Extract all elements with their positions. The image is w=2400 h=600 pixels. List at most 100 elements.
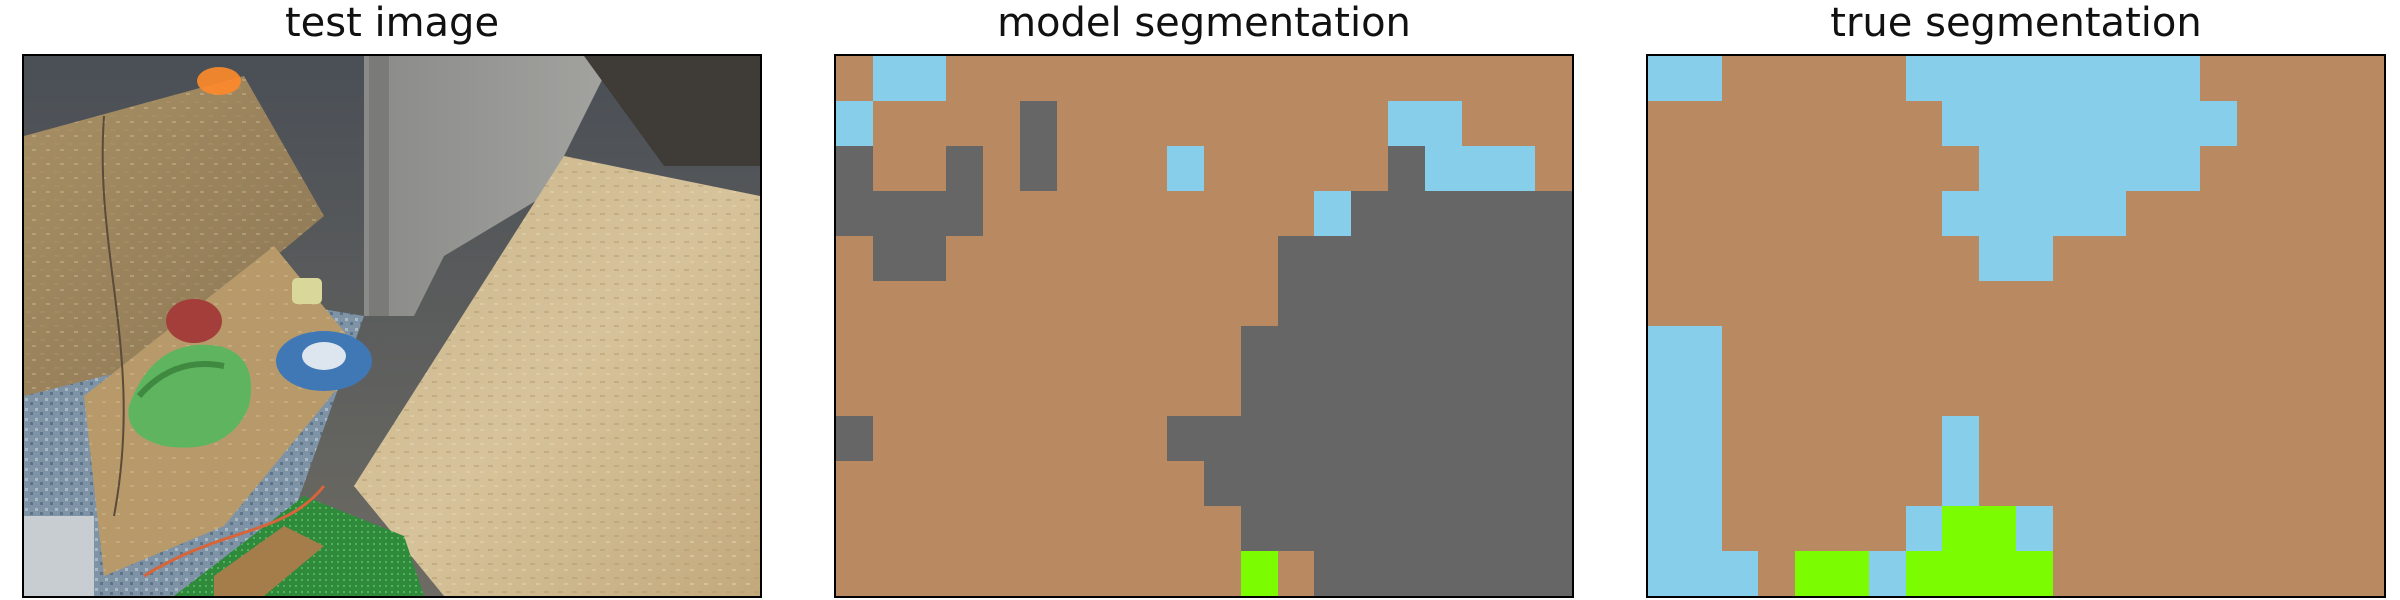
mask-cell xyxy=(1461,236,1499,282)
mask-cell xyxy=(1795,146,1833,192)
mask-cell xyxy=(983,281,1021,327)
mask-cell xyxy=(872,281,911,327)
mask-cell xyxy=(1795,371,1833,417)
mask-cell xyxy=(1648,56,1686,102)
mask-cell xyxy=(1020,281,1058,327)
mask-cell xyxy=(1795,101,1833,147)
mask-cell xyxy=(1461,371,1499,417)
mask-cell xyxy=(1942,281,1980,327)
mask-cell xyxy=(1167,236,1205,282)
mask-cell xyxy=(1979,101,2017,147)
mask-cell xyxy=(1093,551,1131,596)
mask-cell xyxy=(1240,281,1279,327)
mask-cell xyxy=(2126,56,2164,102)
mask-cell xyxy=(1093,371,1131,417)
mask-cell xyxy=(1314,416,1352,462)
mask-cell xyxy=(836,371,874,417)
mask-cell xyxy=(1535,101,1572,147)
mask-cell xyxy=(983,551,1021,596)
mask-cell xyxy=(1204,326,1242,372)
mask-cell xyxy=(1868,236,1907,282)
mask-cell xyxy=(1314,371,1352,417)
mask-cell xyxy=(2200,371,2238,417)
mask-cell xyxy=(909,146,947,192)
mask-cell xyxy=(1277,236,1315,282)
mask-cell xyxy=(1056,506,1095,552)
test-image-panel: test image xyxy=(22,0,762,600)
mask-cell xyxy=(2089,506,2127,552)
mask-cell xyxy=(1240,326,1279,372)
mask-cell xyxy=(1905,146,1943,192)
mask-cell xyxy=(1535,236,1572,282)
mask-cell xyxy=(1277,506,1315,552)
mask-cell xyxy=(983,416,1021,462)
mask-cell xyxy=(1795,281,1833,327)
mask-cell xyxy=(1498,146,1536,192)
mask-cell xyxy=(1979,371,2017,417)
mask-cell xyxy=(909,461,947,507)
mask-cell xyxy=(1684,236,1723,282)
mask-cell xyxy=(1684,326,1723,372)
mask-cell xyxy=(1351,461,1389,507)
mask-cell xyxy=(1979,461,2017,507)
mask-cell xyxy=(1020,551,1058,596)
mask-cell xyxy=(872,56,911,102)
mask-cell xyxy=(1277,326,1315,372)
mask-cell xyxy=(1498,236,1536,282)
mask-cell xyxy=(1721,506,1759,552)
mask-cell xyxy=(909,506,947,552)
mask-cell xyxy=(872,416,911,462)
mask-cell xyxy=(1388,461,1426,507)
mask-cell xyxy=(1424,416,1463,462)
mask-cell xyxy=(1461,461,1499,507)
mask-cell xyxy=(1351,551,1389,596)
mask-cell xyxy=(2310,461,2348,507)
mask-cell xyxy=(2273,191,2311,237)
mask-cell xyxy=(2347,146,2384,192)
mask-cell xyxy=(1498,56,1536,102)
mask-cell xyxy=(2016,56,2054,102)
mask-cell xyxy=(2273,56,2311,102)
mask-cell xyxy=(1795,236,1833,282)
mask-cell xyxy=(1130,191,1168,237)
mask-cell xyxy=(1424,191,1463,237)
mask-cell xyxy=(2310,281,2348,327)
mask-cell xyxy=(836,281,874,327)
mask-cell xyxy=(1130,506,1168,552)
mask-cell xyxy=(1498,326,1536,372)
mask-cell xyxy=(1942,101,1980,147)
mask-cell xyxy=(1240,101,1279,147)
mask-cell xyxy=(1277,56,1315,102)
mask-cell xyxy=(2347,191,2384,237)
mask-cell xyxy=(1314,326,1352,372)
mask-cell xyxy=(1648,371,1686,417)
mask-cell xyxy=(2273,551,2311,596)
mask-cell xyxy=(1314,146,1352,192)
mask-cell xyxy=(1868,326,1907,372)
mask-cell xyxy=(2273,146,2311,192)
mask-cell xyxy=(1461,191,1499,237)
mask-cell xyxy=(1648,506,1686,552)
panel-title-test-image: test image xyxy=(284,0,500,46)
mask-cell xyxy=(1832,371,1870,417)
mask-cell xyxy=(1905,506,1943,552)
mask-cell xyxy=(2052,236,2091,282)
mask-cell xyxy=(1461,416,1499,462)
mask-cell xyxy=(2163,416,2201,462)
mask-cell xyxy=(1721,236,1759,282)
mask-cell xyxy=(2163,461,2201,507)
mask-cell xyxy=(1721,56,1759,102)
mask-cell xyxy=(1167,56,1205,102)
mask-cell xyxy=(1204,191,1242,237)
mask-cell xyxy=(1832,236,1870,282)
mask-cell xyxy=(1684,56,1723,102)
mask-cell xyxy=(1684,551,1723,596)
mask-cell xyxy=(1832,551,1870,596)
mask-cell xyxy=(1721,281,1759,327)
mask-cell xyxy=(2236,56,2275,102)
mask-cell xyxy=(2200,461,2238,507)
mask-cell xyxy=(2126,416,2164,462)
mask-cell xyxy=(1424,101,1463,147)
mask-cell xyxy=(1167,416,1205,462)
mask-cell xyxy=(1648,146,1686,192)
